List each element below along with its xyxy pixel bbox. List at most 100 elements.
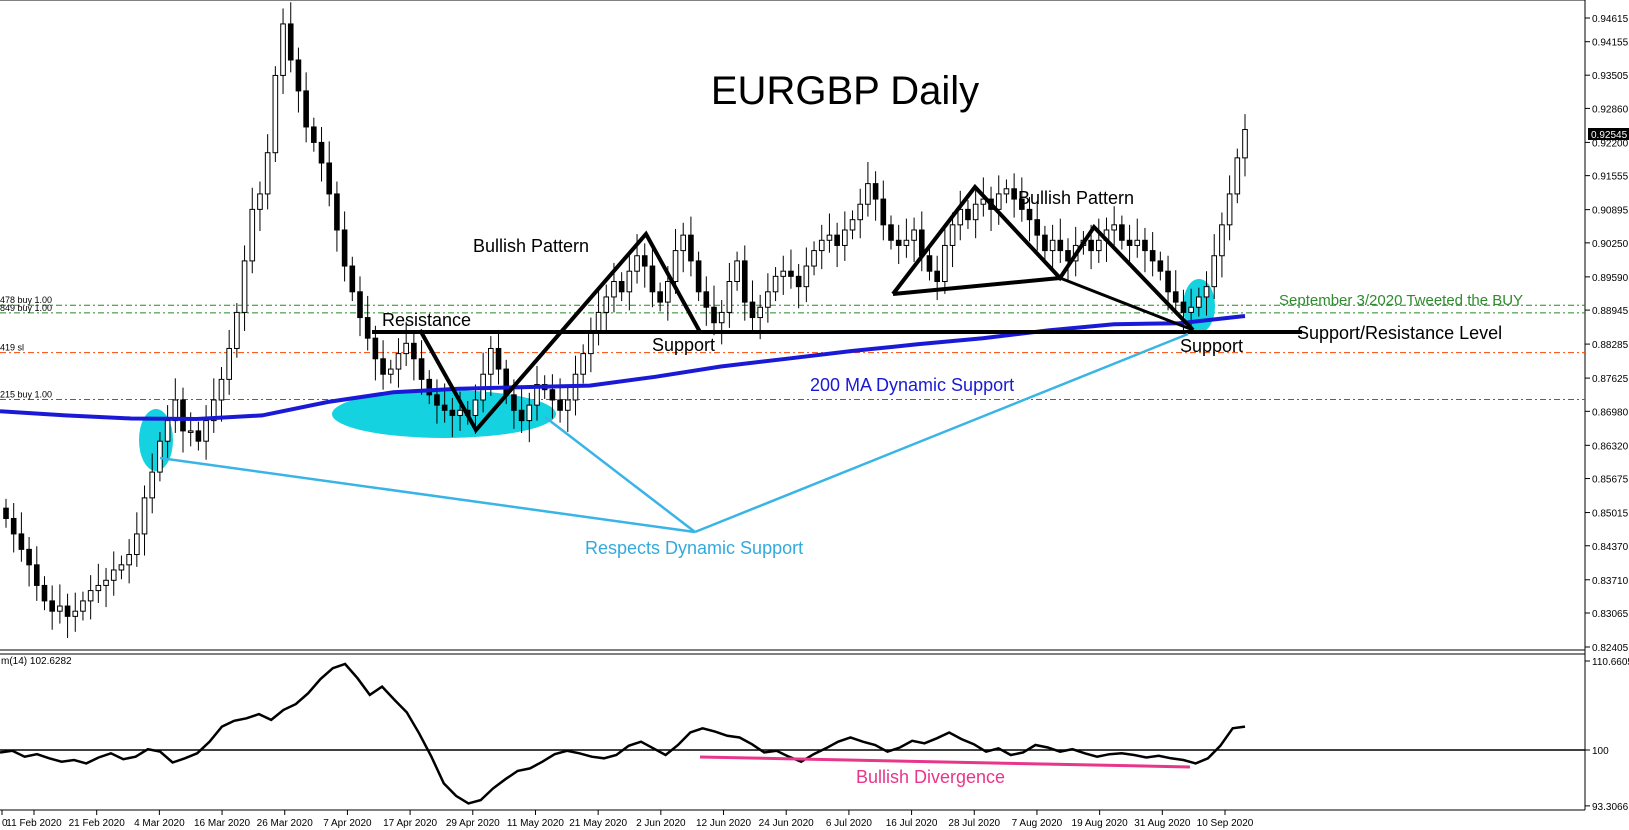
candle-body bbox=[1196, 296, 1202, 308]
candle-body bbox=[811, 250, 817, 267]
candle-body bbox=[557, 399, 563, 411]
candle-body bbox=[49, 600, 55, 612]
candle-body bbox=[495, 347, 502, 370]
candle-body bbox=[672, 250, 679, 283]
candle-body bbox=[1211, 255, 1218, 288]
indicator-tick-label: 110.6605 bbox=[1592, 657, 1629, 668]
candle-body bbox=[634, 255, 640, 272]
bullish-pattern-label-1: Bullish Pattern bbox=[473, 236, 589, 256]
candle-body bbox=[1134, 239, 1141, 246]
candle-body bbox=[749, 301, 756, 319]
candle-body bbox=[33, 564, 40, 586]
price-tick-label: 0.90250 bbox=[1592, 239, 1629, 250]
time-tick-label: 21 Feb 2020 bbox=[69, 818, 126, 829]
candle-body bbox=[511, 394, 517, 411]
candle-body bbox=[518, 409, 525, 422]
tweet-label: September 3/2020 Tweeted the BUY bbox=[1279, 292, 1523, 309]
candle-body bbox=[1026, 208, 1033, 221]
candle-body bbox=[72, 610, 79, 617]
time-tick-label: 28 Jul 2020 bbox=[948, 818, 1000, 829]
candle-body bbox=[549, 389, 556, 401]
price-tick-label: 0.92200 bbox=[1592, 138, 1629, 149]
candle-body bbox=[1234, 157, 1241, 195]
candle-body bbox=[418, 358, 425, 380]
price-tick-label: 0.85015 bbox=[1592, 509, 1629, 520]
candle-body bbox=[1149, 250, 1156, 262]
candle-body bbox=[1057, 239, 1064, 252]
order-level-label: 849 buy 1.00 bbox=[0, 303, 52, 313]
price-tick-label: 0.88285 bbox=[1592, 340, 1629, 351]
candle-body bbox=[665, 281, 671, 303]
candle-body bbox=[903, 239, 910, 246]
candle-body bbox=[387, 368, 394, 375]
candle-body bbox=[203, 420, 209, 442]
price-tick-label: 0.89590 bbox=[1592, 273, 1629, 284]
connector-mar bbox=[159, 456, 696, 534]
price-tick-label: 0.87625 bbox=[1592, 374, 1629, 385]
indicator-axis: 110.6605 100 93.3066 bbox=[1585, 657, 1629, 813]
candle-body bbox=[134, 533, 140, 556]
indicator-tick-label: 100 bbox=[1592, 746, 1609, 757]
order-level-label: 478 buy 1.00 bbox=[0, 295, 52, 305]
candle-body bbox=[603, 296, 610, 313]
candle-body bbox=[103, 579, 109, 586]
candle-body bbox=[311, 126, 317, 143]
candle-body bbox=[564, 399, 571, 411]
candle-body bbox=[3, 507, 9, 519]
candle-body bbox=[280, 23, 286, 76]
support-label-1: Support bbox=[652, 335, 715, 355]
indicator-label: m(14) 102.6282 bbox=[1, 656, 72, 667]
candle-body bbox=[957, 208, 964, 226]
price-tick-label: 0.91555 bbox=[1592, 172, 1629, 183]
candle-body bbox=[257, 193, 263, 210]
bullish-pattern-2-zigzag bbox=[891, 183, 1195, 332]
candle-body bbox=[434, 394, 440, 406]
candle-body bbox=[218, 378, 225, 401]
dynamic-support-connectors bbox=[159, 332, 1189, 534]
candle-body bbox=[826, 234, 833, 241]
time-tick-label: 11 Feb 2020 bbox=[6, 818, 62, 829]
bullish-pattern-label-2: Bullish Pattern bbox=[1018, 188, 1134, 208]
price-tick-label: 0.83065 bbox=[1592, 609, 1629, 620]
candle-body bbox=[395, 353, 402, 370]
order-level-label: 215 buy 1.00 bbox=[0, 389, 52, 399]
candle-body bbox=[18, 533, 25, 550]
candle-body bbox=[210, 399, 217, 422]
candle-body bbox=[380, 358, 386, 375]
candle-body bbox=[1065, 250, 1071, 262]
highlight-mar bbox=[139, 409, 173, 471]
candle-body bbox=[934, 270, 940, 282]
time-tick-label: 10 Sep 2020 bbox=[1197, 818, 1254, 829]
candle-body bbox=[141, 497, 148, 535]
candle-body bbox=[1042, 234, 1048, 252]
candle-body bbox=[849, 219, 856, 231]
candle-body bbox=[472, 399, 479, 416]
candle-body bbox=[110, 569, 117, 581]
bullish-pattern-2-base bbox=[892, 276, 1061, 296]
candle-body bbox=[1188, 306, 1194, 313]
candle-body bbox=[711, 306, 717, 324]
candle-body bbox=[857, 203, 864, 221]
ma-support-label: 200 MA Dynamic Support bbox=[810, 375, 1014, 395]
candle-body bbox=[649, 265, 656, 293]
price-tick-label: 0.86320 bbox=[1592, 441, 1629, 452]
candle-body bbox=[1088, 239, 1094, 252]
candle-body bbox=[326, 162, 333, 195]
resistance-label: Resistance bbox=[382, 310, 471, 330]
candle-body bbox=[95, 584, 102, 592]
time-tick-label: 6 Jul 2020 bbox=[826, 818, 873, 829]
price-tick-label: 0.83710 bbox=[1592, 576, 1629, 587]
candle-body bbox=[1165, 270, 1171, 293]
time-tick-label: 4 Mar 2020 bbox=[134, 818, 185, 829]
time-tick-label: 16 Jul 2020 bbox=[886, 818, 938, 829]
candle-body bbox=[1095, 239, 1102, 252]
time-tick-label: 11 May 2020 bbox=[507, 818, 565, 829]
candle-body bbox=[441, 404, 448, 411]
candle-body bbox=[688, 234, 694, 262]
time-axis: 011 Feb 2020 21 Feb 2020 4 Mar 2020 16 Mar … bbox=[1, 810, 1254, 829]
price-tick-label: 0.86980 bbox=[1592, 407, 1629, 418]
candle-body bbox=[626, 270, 633, 293]
candle-body bbox=[364, 317, 371, 339]
candle-body bbox=[1142, 239, 1148, 252]
